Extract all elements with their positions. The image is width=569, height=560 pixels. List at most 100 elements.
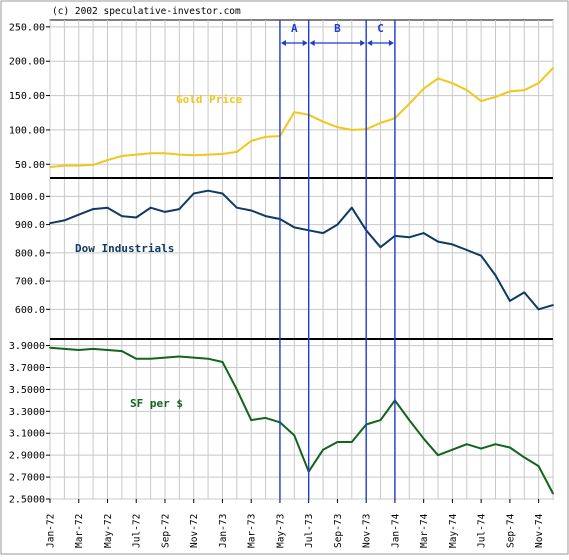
sf-point — [322, 448, 324, 451]
xtick-label: May-74 — [448, 513, 459, 548]
sf-point — [480, 447, 483, 450]
sf-point — [250, 419, 253, 421]
gold-point — [92, 164, 95, 166]
dow-point — [437, 240, 439, 243]
gold-label: Gold Price — [176, 93, 243, 106]
xtick-label: Nov-74 — [534, 513, 545, 548]
sf-point — [120, 350, 123, 352]
xtick-label: May-73 — [275, 514, 286, 548]
sf-point — [537, 465, 540, 468]
sf-point — [293, 434, 296, 437]
sf-ytick-label: 3.3000 — [9, 407, 45, 418]
dow-point — [221, 192, 224, 195]
dow-point — [408, 236, 411, 239]
gold-point — [437, 77, 439, 80]
dow-point — [379, 246, 382, 249]
gold-point — [537, 82, 540, 85]
gold-point — [408, 102, 411, 105]
sf-point — [207, 357, 209, 360]
gold-point — [552, 67, 554, 69]
zone-arrow-left-head — [280, 40, 286, 46]
xtick-label: Nov-72 — [189, 514, 200, 548]
sf-point — [106, 349, 109, 351]
sf-series-line — [49, 346, 554, 494]
gold-ytick-label: 150.00 — [9, 91, 45, 102]
gold-point — [235, 150, 238, 153]
dow-point — [149, 206, 152, 209]
dow-label: Dow Industrials — [75, 242, 174, 255]
zone-arrow-right-head — [388, 40, 394, 46]
gold-point — [264, 135, 267, 138]
xtick-label: Sep-72 — [160, 514, 171, 548]
gold-point — [178, 153, 181, 156]
dow-point — [207, 189, 209, 192]
sf-ytick-label: 2.9000 — [9, 451, 45, 462]
gold-ytick-label: 250.00 — [9, 22, 45, 33]
gold-point — [379, 122, 382, 124]
sf-ytick-label: 3.9000 — [9, 341, 45, 352]
zone-arrow-left-head — [309, 40, 315, 46]
gold-ytick-label: 100.00 — [9, 125, 45, 136]
dow-point — [322, 232, 324, 234]
gold-point — [480, 100, 483, 102]
dow-point — [293, 226, 296, 229]
gold-point — [250, 140, 253, 142]
xtick-label: Mar-72 — [74, 514, 85, 548]
xtick-label: Jan-73 — [218, 514, 229, 548]
dow-point — [336, 223, 339, 226]
dow-point — [480, 254, 483, 257]
sf-point — [221, 361, 224, 363]
gold-point — [106, 159, 109, 162]
xtick-label: Nov-73 — [362, 514, 373, 548]
sf-point — [164, 356, 166, 359]
sf-point — [465, 443, 468, 446]
dow-point — [422, 232, 425, 234]
gold-point — [221, 153, 224, 155]
dow-point — [135, 216, 138, 219]
xtick-label: Mar-73 — [247, 514, 258, 548]
xtick-label: Sep-73 — [333, 514, 344, 548]
xtick-label: Jul-74 — [477, 513, 488, 548]
sf-point — [523, 456, 526, 459]
dow-ytick-label: 900.0 — [15, 220, 45, 231]
zone-arrow-right-head — [302, 40, 308, 46]
sf-point — [192, 356, 195, 359]
sf-point — [379, 419, 382, 421]
gold-series-line — [49, 67, 554, 168]
gold-point — [63, 164, 66, 167]
zone-arrow-right-head — [360, 40, 366, 46]
sf-point — [92, 347, 95, 350]
dow-point — [49, 222, 51, 225]
gold-point — [192, 154, 195, 157]
sf-label: SF per $ — [130, 397, 183, 410]
dow-point — [451, 243, 454, 246]
xtick-label: Jul-72 — [132, 514, 143, 548]
sf-point — [336, 441, 339, 443]
dow-point — [164, 210, 166, 213]
dow-point — [552, 304, 554, 307]
gold-point — [120, 155, 123, 157]
sf-ytick-label: 3.7000 — [9, 363, 45, 374]
sf-point — [264, 417, 267, 419]
dow-point — [77, 213, 80, 216]
copyright-text: (c) 2002 speculative-investor.com — [52, 6, 241, 17]
gold-point — [164, 152, 166, 155]
sf-point — [49, 346, 51, 349]
gold-point — [494, 96, 497, 98]
dow-point — [235, 206, 238, 209]
gold-point — [465, 89, 468, 91]
dow-point — [63, 219, 66, 222]
xtick-label: Jan-72 — [46, 514, 57, 548]
dow-ytick-label: 1000.0 — [9, 192, 45, 203]
sf-point — [422, 437, 425, 440]
gold-point — [77, 164, 80, 167]
dow-point — [264, 215, 267, 218]
sf-point — [408, 419, 411, 421]
gold-point — [422, 87, 425, 90]
dow-point — [120, 215, 123, 218]
gold-point — [336, 126, 339, 129]
gold-ytick-label: 50.00 — [15, 160, 45, 171]
dow-point — [537, 308, 540, 311]
